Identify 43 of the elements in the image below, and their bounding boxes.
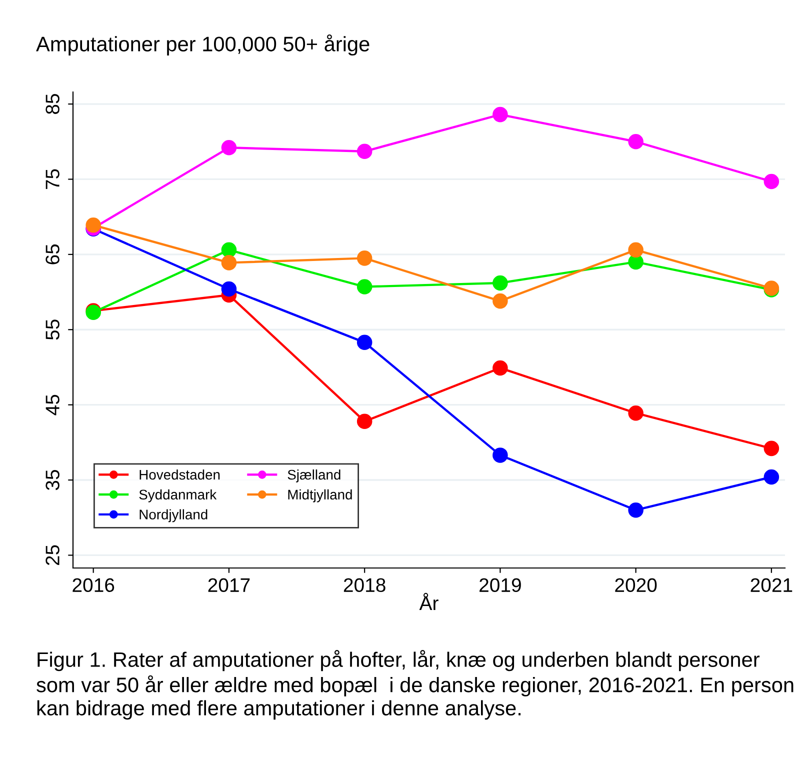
legend-label: Midtjylland bbox=[288, 489, 352, 502]
y-tick-label: 65 bbox=[46, 244, 60, 264]
point bbox=[221, 281, 237, 297]
x-tick-label: 2021 bbox=[750, 578, 792, 592]
chart-title: Amputationer per 100,000 50+ årige bbox=[36, 34, 370, 56]
point bbox=[628, 405, 644, 421]
point bbox=[492, 448, 508, 463]
y-tick-label: 25 bbox=[46, 545, 60, 566]
y-tick-label: 85 bbox=[46, 94, 60, 114]
point bbox=[492, 360, 508, 376]
point bbox=[628, 134, 644, 150]
y-tick-label: 45 bbox=[46, 394, 60, 416]
point bbox=[492, 106, 508, 122]
point bbox=[356, 144, 372, 160]
point bbox=[356, 250, 372, 266]
point bbox=[356, 279, 372, 294]
x-tick-label: 2016 bbox=[72, 578, 114, 592]
legend-label: Syddanmark bbox=[139, 489, 217, 502]
point bbox=[221, 255, 237, 270]
x-tick-label: 2020 bbox=[615, 578, 657, 592]
y-tick-label: 55 bbox=[46, 320, 60, 340]
point bbox=[86, 217, 101, 233]
x-tick-label: 2017 bbox=[208, 578, 250, 592]
legend-label: Nordjylland bbox=[140, 509, 208, 522]
point bbox=[764, 469, 780, 485]
point bbox=[221, 242, 237, 258]
text: Figur 1. Rater af amputationer på hofter, lår, knæ og underben blandt personer som var 50 år eller ældre med bopæl i de danske regioner, 2016-2021. En person kan bidrage med flere amputationer i denne analyse. bbox=[36, 650, 794, 720]
point bbox=[492, 293, 508, 309]
x-tick-label: 2018 bbox=[344, 578, 386, 592]
point bbox=[628, 502, 644, 518]
point bbox=[764, 440, 780, 456]
point bbox=[492, 275, 508, 291]
point bbox=[628, 242, 644, 258]
x-axis-title: År bbox=[419, 592, 438, 610]
point bbox=[356, 334, 372, 350]
point bbox=[356, 414, 372, 430]
legend-label: Sjælland bbox=[288, 469, 340, 482]
legend-label: Hovedstaden bbox=[140, 469, 220, 480]
x-tick-label: 2019 bbox=[480, 578, 521, 592]
y-tick-label: 35 bbox=[46, 470, 60, 490]
point bbox=[221, 140, 237, 156]
point bbox=[764, 174, 780, 190]
y-tick-label: 75 bbox=[46, 169, 60, 190]
